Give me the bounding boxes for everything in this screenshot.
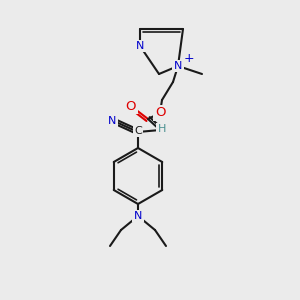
Text: N: N	[134, 211, 142, 221]
Text: C: C	[134, 126, 142, 136]
Text: O: O	[126, 100, 136, 112]
Text: O: O	[155, 106, 165, 119]
Text: N: N	[174, 61, 182, 71]
Text: H: H	[158, 124, 166, 134]
Text: N: N	[108, 116, 116, 126]
Text: N: N	[136, 41, 144, 51]
Text: +: +	[184, 52, 194, 64]
